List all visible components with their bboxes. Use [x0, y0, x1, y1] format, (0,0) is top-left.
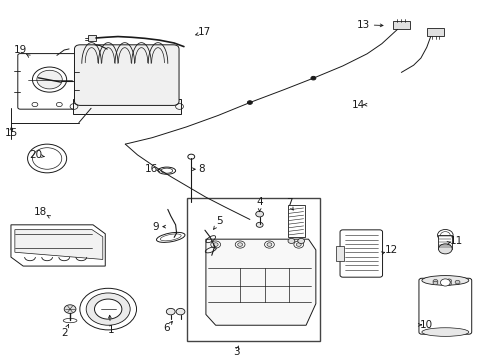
Circle shape	[267, 243, 272, 246]
Text: 11: 11	[449, 236, 463, 246]
FancyBboxPatch shape	[74, 45, 179, 105]
Circle shape	[256, 211, 264, 217]
Ellipse shape	[158, 167, 175, 174]
FancyBboxPatch shape	[340, 230, 383, 277]
Bar	[73, 99, 180, 114]
Text: 18: 18	[34, 207, 48, 217]
Text: 19: 19	[14, 45, 27, 55]
Circle shape	[296, 243, 301, 246]
Ellipse shape	[422, 276, 469, 285]
Text: 14: 14	[352, 100, 365, 110]
Circle shape	[32, 67, 67, 92]
Text: 9: 9	[153, 222, 159, 231]
Circle shape	[298, 238, 305, 243]
Circle shape	[311, 76, 316, 80]
Polygon shape	[15, 230, 103, 260]
Bar	[187, 198, 320, 341]
Circle shape	[166, 309, 175, 315]
Text: 6: 6	[164, 323, 170, 333]
Text: 3: 3	[233, 347, 240, 357]
Circle shape	[433, 281, 438, 285]
Text: 15: 15	[5, 128, 18, 138]
Text: 4: 4	[256, 197, 263, 207]
Text: 8: 8	[198, 164, 205, 174]
Text: 7: 7	[286, 198, 293, 208]
Ellipse shape	[156, 232, 185, 242]
FancyBboxPatch shape	[18, 54, 76, 109]
Text: 20: 20	[29, 150, 43, 160]
Circle shape	[80, 288, 137, 330]
Circle shape	[288, 238, 295, 243]
Circle shape	[188, 154, 195, 159]
Circle shape	[27, 144, 67, 173]
Circle shape	[441, 279, 450, 286]
Circle shape	[455, 280, 460, 284]
Circle shape	[95, 299, 122, 319]
Circle shape	[86, 293, 130, 325]
Ellipse shape	[422, 328, 469, 336]
Circle shape	[433, 279, 438, 283]
Circle shape	[247, 101, 252, 104]
Bar	[336, 246, 344, 261]
Circle shape	[238, 243, 243, 246]
Polygon shape	[206, 239, 316, 325]
Circle shape	[64, 305, 76, 314]
Text: 12: 12	[385, 245, 398, 255]
Text: 16: 16	[145, 164, 158, 174]
Circle shape	[176, 309, 185, 315]
Circle shape	[438, 229, 453, 241]
Text: 10: 10	[420, 320, 433, 330]
Bar	[88, 35, 97, 41]
Bar	[439, 235, 452, 249]
Text: 17: 17	[197, 27, 211, 37]
Text: 2: 2	[61, 328, 68, 338]
Circle shape	[439, 244, 452, 254]
FancyBboxPatch shape	[419, 278, 472, 334]
Bar	[288, 205, 305, 237]
Text: 1: 1	[107, 325, 114, 334]
Circle shape	[256, 222, 263, 227]
Text: 5: 5	[216, 216, 223, 226]
Bar	[427, 28, 444, 36]
Circle shape	[213, 243, 218, 246]
Polygon shape	[11, 225, 105, 266]
Text: 13: 13	[357, 20, 370, 30]
Bar	[392, 22, 410, 30]
Circle shape	[37, 70, 62, 89]
Circle shape	[447, 279, 452, 283]
Circle shape	[447, 282, 452, 285]
